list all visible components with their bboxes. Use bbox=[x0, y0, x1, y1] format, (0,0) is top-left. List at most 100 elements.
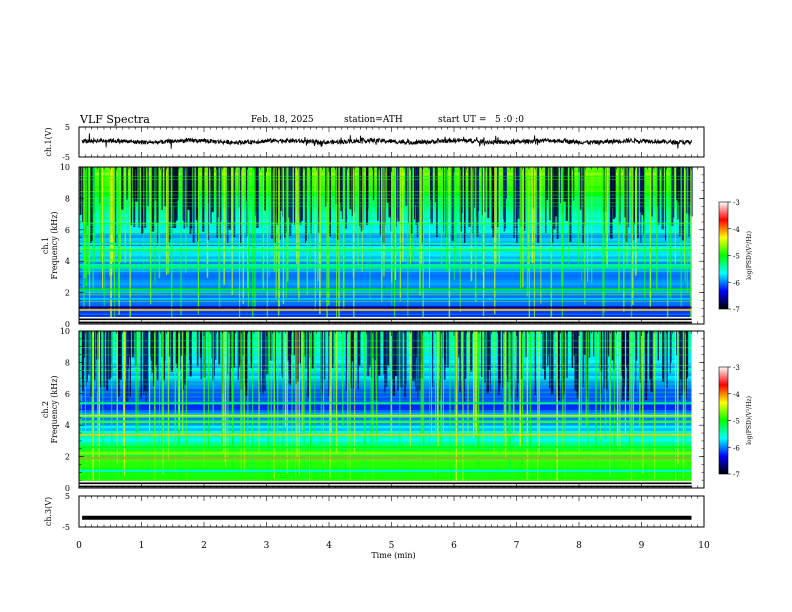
colorbar-tick-label: -3 bbox=[733, 199, 740, 207]
spec-sferic bbox=[320, 167, 322, 268]
spec-row bbox=[79, 240, 692, 244]
spec-sferic bbox=[225, 331, 227, 468]
spec-dark-streak bbox=[414, 167, 417, 205]
spec-sferic bbox=[462, 331, 464, 483]
spec-line bbox=[79, 175, 692, 177]
spec-sferic bbox=[586, 167, 589, 282]
spec-dark-streak bbox=[345, 331, 348, 391]
spec-dark-streak bbox=[576, 331, 579, 399]
spec-sferic bbox=[498, 167, 500, 266]
spec-sferic bbox=[654, 331, 656, 479]
spec-line bbox=[79, 179, 692, 181]
spec-sferic bbox=[119, 167, 122, 263]
colorbar-2 bbox=[718, 366, 729, 475]
spec-row bbox=[79, 253, 692, 257]
spec-dark-streak bbox=[164, 167, 167, 207]
spec-sferic bbox=[352, 167, 355, 277]
spec-line bbox=[79, 347, 692, 349]
spec-sferic bbox=[208, 331, 210, 457]
spec-sferic bbox=[562, 167, 564, 286]
spec-dark-streak bbox=[397, 167, 400, 222]
spec-band bbox=[79, 288, 692, 291]
spec-dark-streak bbox=[304, 167, 306, 244]
spec-sferic bbox=[504, 331, 507, 457]
spec-sferic bbox=[84, 167, 86, 265]
spec-sferic bbox=[357, 167, 359, 266]
spec-sferic bbox=[629, 331, 631, 465]
spec-sferic bbox=[185, 331, 187, 479]
spec-line bbox=[79, 370, 692, 371]
spec-dark-streak bbox=[90, 331, 93, 397]
spec-sferic bbox=[329, 331, 331, 478]
spec-sferic bbox=[102, 167, 104, 290]
spec-dark-streak bbox=[281, 331, 283, 374]
spec-dark-streak bbox=[239, 167, 241, 216]
spec-row bbox=[79, 472, 692, 476]
spec-row bbox=[79, 477, 692, 481]
spec-dark-streak bbox=[516, 331, 519, 399]
spec-sferic bbox=[591, 167, 593, 283]
spec-dark-streak bbox=[457, 331, 460, 358]
spec-sferic bbox=[429, 167, 431, 288]
spec-sferic bbox=[616, 331, 619, 449]
spec-dark-streak bbox=[635, 331, 637, 392]
spec-sferic bbox=[529, 331, 532, 458]
spec-sferic bbox=[604, 331, 607, 441]
spec-sferic bbox=[683, 167, 686, 269]
y-axis-label: Frequency (kHz) bbox=[50, 375, 59, 443]
y-tick-label: -5 bbox=[62, 523, 70, 532]
spec-line bbox=[79, 202, 692, 204]
y-axis-channel-label: ch.2 bbox=[41, 401, 50, 418]
spec-row bbox=[79, 453, 692, 458]
spec-sferic bbox=[100, 167, 102, 262]
spec-dark-streak bbox=[613, 167, 616, 218]
spec-line bbox=[79, 260, 692, 262]
spec-line bbox=[79, 248, 692, 249]
spec-sferic bbox=[540, 167, 542, 304]
spec-dark-streak bbox=[431, 331, 434, 388]
spec-sferic bbox=[330, 331, 332, 433]
spec-sferic bbox=[618, 167, 620, 293]
spec-dark-streak bbox=[446, 331, 449, 368]
spec-sferic bbox=[242, 167, 244, 305]
spec-sferic bbox=[577, 167, 579, 264]
spec-dark-streak bbox=[202, 167, 205, 232]
spec-row bbox=[79, 274, 692, 278]
spec-sferic bbox=[409, 167, 411, 266]
spec-sferic bbox=[277, 331, 279, 460]
spec-dark-streak bbox=[380, 167, 382, 220]
spec-dark-streak bbox=[199, 331, 202, 358]
spec-dark-streak bbox=[388, 167, 391, 218]
spec-dark-streak bbox=[295, 331, 298, 385]
spec-sferic bbox=[467, 331, 469, 434]
spec-sferic bbox=[263, 167, 265, 289]
spec-dark-streak bbox=[593, 331, 595, 357]
spec-row bbox=[79, 461, 692, 465]
spec-sferic bbox=[494, 167, 496, 315]
spec-sferic bbox=[459, 167, 461, 312]
spec-dark-streak bbox=[152, 167, 155, 215]
spec-band bbox=[79, 433, 692, 436]
spec-dark-streak bbox=[545, 167, 547, 233]
y-tick-label: 4 bbox=[65, 421, 70, 430]
spec-sferic bbox=[531, 167, 534, 264]
x-tick-label: 5 bbox=[389, 541, 395, 551]
x-tick-label: 3 bbox=[264, 541, 270, 551]
spec-sferic bbox=[508, 331, 510, 472]
spec-row bbox=[79, 292, 692, 296]
spec-sferic bbox=[513, 331, 515, 434]
spec-dark-streak bbox=[513, 167, 515, 238]
spec-sferic bbox=[562, 331, 564, 446]
spec-sferic bbox=[346, 331, 349, 469]
spec-row bbox=[79, 261, 692, 265]
spec-sferic bbox=[181, 331, 184, 436]
spec-sferic bbox=[87, 167, 89, 275]
spec-sferic bbox=[124, 167, 127, 263]
spec-dark-streak bbox=[162, 331, 166, 381]
spec-sferic bbox=[296, 167, 298, 264]
spec-sferic bbox=[457, 331, 459, 434]
spec-line bbox=[79, 451, 692, 453]
y-tick-label: 8 bbox=[65, 358, 70, 367]
spec-sferic bbox=[93, 167, 96, 263]
